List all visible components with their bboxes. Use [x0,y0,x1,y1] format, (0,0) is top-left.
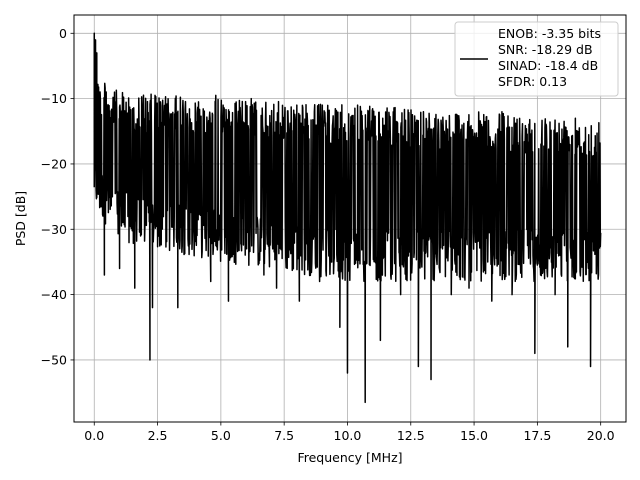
legend-line-sinad: SINAD: -18.4 dB [498,58,598,73]
x-tick-label: 10.0 [334,428,362,443]
x-tick-label: 17.5 [523,428,551,443]
x-axis-title: Frequency [MHz] [297,450,402,465]
y-tick-label: −10 [41,91,67,106]
x-tick-label: 12.5 [397,428,425,443]
y-tick-label: −50 [41,352,67,367]
legend-line-sfdr: SFDR: 0.13 [498,74,567,89]
x-tick-label: 5.0 [211,428,231,443]
legend-box [454,21,619,97]
plot-area [93,32,602,404]
x-tick-label: 2.5 [148,428,168,443]
x-tick-label: 0.0 [84,428,104,443]
axes-frame [73,14,627,423]
y-axis: 0 −10 −20 −30 −40 −50 [41,26,74,367]
y-tick-label: −30 [41,222,67,237]
x-tick-label: 15.0 [460,428,488,443]
legend: ENOB: -3.35 bits SNR: -18.29 dB SINAD: -… [454,21,619,97]
x-axis: 0.0 2.5 5.0 7.5 10.0 12.5 15.0 17.5 20.0 [84,422,615,443]
y-tick-label: −40 [41,287,67,302]
y-tick-label: −20 [41,156,67,171]
x-tick-label: 20.0 [587,428,615,443]
y-tick-label: 0 [59,26,67,41]
x-tick-label: 7.5 [274,428,294,443]
legend-line-snr: SNR: -18.29 dB [498,42,593,57]
y-axis-title: PSD [dB] [13,191,28,246]
psd-series-line [93,32,602,404]
legend-line-enob: ENOB: -3.35 bits [498,26,601,41]
